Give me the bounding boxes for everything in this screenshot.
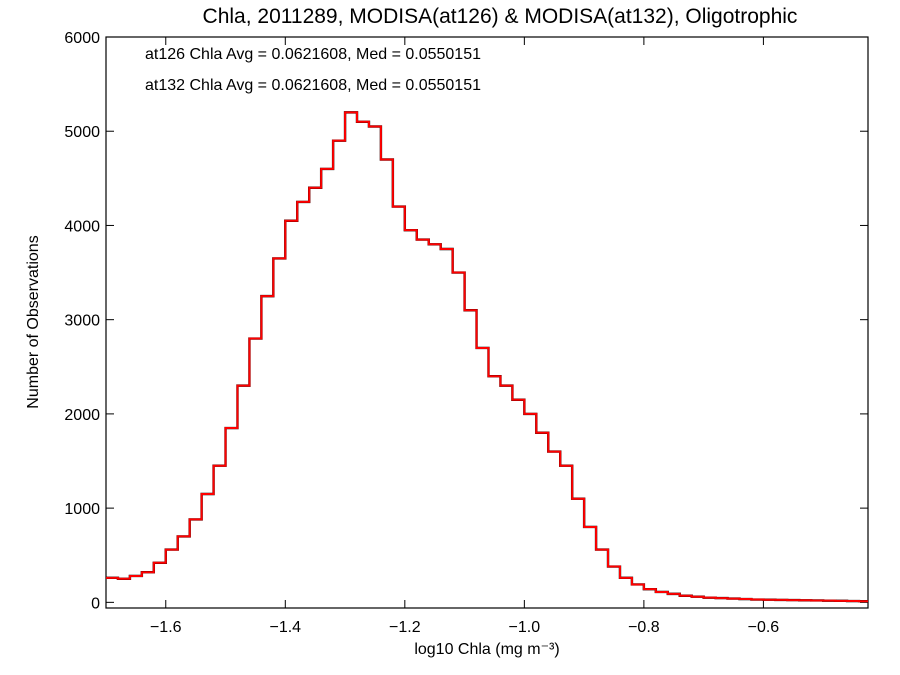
x-tick-label: −1.4 (269, 619, 301, 636)
x-tick-label: −1.2 (389, 619, 421, 636)
y-tick-label: 1000 (64, 501, 100, 518)
x-tick-label: −0.8 (628, 619, 660, 636)
y-axis-label: Number of Observations (25, 235, 42, 408)
annotation-at132: at132 Chla Avg = 0.0621608, Med = 0.0550… (145, 77, 481, 94)
histogram-series-0 (106, 111, 868, 603)
x-axis-label: log10 Chla (mg m⁻³) (414, 641, 559, 658)
y-tick-label: 0 (91, 595, 100, 612)
x-tick-label: −0.6 (748, 619, 780, 636)
y-axis-ticks: 0 1000 2000 3000 4000 5000 6000 (64, 30, 868, 612)
y-tick-label: 2000 (64, 407, 100, 424)
x-axis-ticks: −1.6 −1.4 −1.2 −1.0 −0.8 −0.6 (150, 37, 779, 636)
y-tick-label: 5000 (64, 124, 100, 141)
x-tick-label: −1.6 (150, 619, 182, 636)
y-tick-label: 4000 (64, 218, 100, 235)
annotation-at126: at126 Chla Avg = 0.0621608, Med = 0.0550… (145, 46, 481, 63)
chart-title: Chla, 2011289, MODISA(at126) & MODISA(at… (203, 5, 798, 28)
y-tick-label: 3000 (64, 313, 100, 330)
x-tick-label: −1.0 (509, 619, 541, 636)
plot-area-frame (105, 36, 869, 609)
histogram-series-1 (106, 111, 868, 603)
y-tick-label: 6000 (64, 30, 100, 47)
series-layer (106, 111, 868, 603)
